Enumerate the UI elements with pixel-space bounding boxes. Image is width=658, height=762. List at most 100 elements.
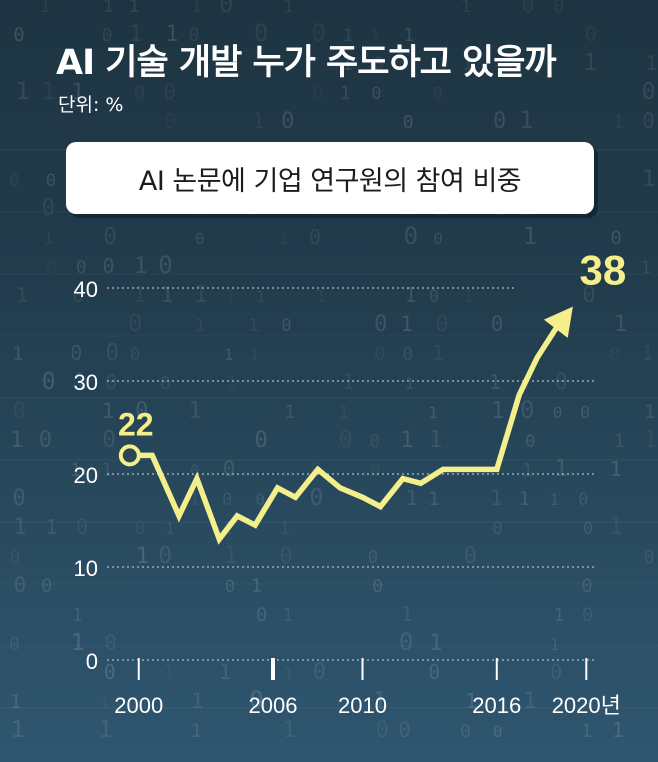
binary-digit: 1 [373, 688, 387, 714]
x-tick-label: 2010 [338, 693, 387, 718]
binary-digit: 0 [105, 370, 117, 394]
binary-digit: 0 [398, 718, 411, 742]
binary-digit: 1 [403, 25, 414, 46]
binary-digit: 1 [15, 77, 29, 105]
binary-digit: 1 [226, 372, 237, 394]
binary-digit: 0 [642, 109, 655, 133]
binary-digit: 1 [129, 22, 142, 47]
binary-digit: 1 [191, 689, 204, 713]
binary-digit: 1 [13, 515, 26, 540]
x-tick-label: 2016 [472, 693, 521, 718]
binary-digit: 1 [428, 488, 439, 510]
binary-digit: 0 [190, 461, 200, 480]
binary-digit: 1 [161, 283, 174, 307]
binary-digit: 1 [284, 402, 295, 423]
binary-digit: 0 [376, 718, 389, 743]
binary-digit: 1 [645, 51, 657, 75]
binary-digit: 0 [582, 604, 593, 626]
binary-digit: 0 [222, 490, 232, 510]
binary-digit: 0 [163, 80, 176, 104]
binary-digit: 0 [9, 634, 20, 655]
binary-digit: 1 [612, 718, 624, 742]
binary-digit: 1 [136, 544, 149, 569]
binary-digit: 1 [489, 370, 501, 394]
binary-digit: 0 [492, 518, 503, 539]
binary-digit: 0 [219, 0, 233, 18]
binary-digit: 1 [550, 635, 560, 655]
binary-digit: 1 [554, 456, 568, 482]
binary-digit: 1 [613, 111, 624, 133]
binary-digit: 0 [399, 55, 409, 75]
y-tick-label: 0 [86, 649, 98, 674]
binary-digit: 0 [72, 283, 84, 307]
binary-digit: 0 [553, 403, 563, 422]
binary-digit: 0 [104, 660, 116, 684]
binary-digit: 1 [400, 428, 413, 453]
binary-digit: 0 [280, 544, 293, 569]
y-tick-label: 30 [74, 370, 98, 395]
binary-digit: 1 [165, 519, 175, 538]
binary-digit: 0 [374, 312, 387, 337]
data-label-end: 38 [580, 247, 627, 294]
binary-digit: 1 [249, 316, 259, 336]
binary-digit: 0 [256, 490, 266, 509]
binary-digit: 0 [609, 258, 619, 278]
binary-digit: 1 [103, 0, 114, 17]
binary-digit: 1 [101, 459, 112, 481]
x-tick-label: 2020년 [552, 693, 621, 718]
binary-digit: 1 [644, 401, 655, 423]
binary-digit: 1 [429, 631, 442, 656]
binary-digit: 0 [610, 227, 621, 249]
binary-digit: 0 [70, 341, 82, 365]
series-start-marker [118, 444, 141, 467]
series-line [129, 314, 568, 545]
data-label-start: 22 [118, 406, 154, 442]
binary-digit: 0 [41, 575, 52, 597]
binary-digit: 0 [42, 369, 56, 395]
binary-digit: 1 [39, 0, 51, 17]
binary-digit: 1 [549, 490, 559, 509]
binary-digit: 0 [372, 576, 383, 597]
binary-digit: 0 [370, 461, 380, 481]
binary-digit: 1 [223, 541, 237, 569]
binary-digit: 1 [10, 691, 21, 713]
binary-digit: 1 [42, 77, 56, 105]
binary-digit: 0 [128, 309, 142, 337]
binary-digit: 1 [406, 486, 418, 510]
binary-digit: 0 [580, 403, 590, 423]
binary-digit: 1 [134, 254, 147, 279]
binary-digit: 1 [131, 693, 141, 713]
binary-digit: 1 [461, 0, 471, 17]
binary-digit: 0 [609, 344, 620, 365]
chart-subtitle: AI 논문에 기업 연구원의 참여 비중 [138, 165, 522, 197]
binary-digit: 1 [463, 286, 474, 307]
binary-digit: 0 [13, 486, 26, 511]
binary-digit: 0 [642, 79, 656, 105]
binary-digit: 0 [585, 22, 597, 46]
binary-digit: 0 [374, 343, 385, 365]
binary-digit: 0 [102, 427, 116, 453]
binary-digit: 0 [368, 548, 378, 568]
binary-digit: 0 [493, 722, 503, 741]
binary-digit: 0 [105, 340, 119, 366]
binary-digit: 1 [519, 106, 533, 134]
binary-digit: 0 [313, 660, 326, 685]
binary-digit: 0 [76, 257, 87, 278]
binary-digit: 1 [100, 693, 110, 712]
binary-digit: 0 [553, 0, 564, 17]
x-tick-label: 2000 [114, 693, 163, 718]
binary-digit: 0 [103, 224, 117, 250]
binary-digit: 1 [400, 312, 413, 336]
binary-digit: 1 [339, 403, 349, 423]
binary-digit: 0 [165, 109, 177, 133]
binary-digit: 1 [16, 283, 28, 307]
binary-digit: 1 [224, 345, 234, 364]
binary-digit: 0 [312, 82, 323, 104]
binary-digit: 0 [429, 287, 439, 307]
binary-digit: 0 [9, 170, 20, 191]
binary-digit: 0 [130, 345, 140, 365]
binary-digit: 0 [312, 19, 326, 47]
binary-digit: 0 [522, 0, 535, 17]
binary-digit: 1 [522, 460, 533, 481]
